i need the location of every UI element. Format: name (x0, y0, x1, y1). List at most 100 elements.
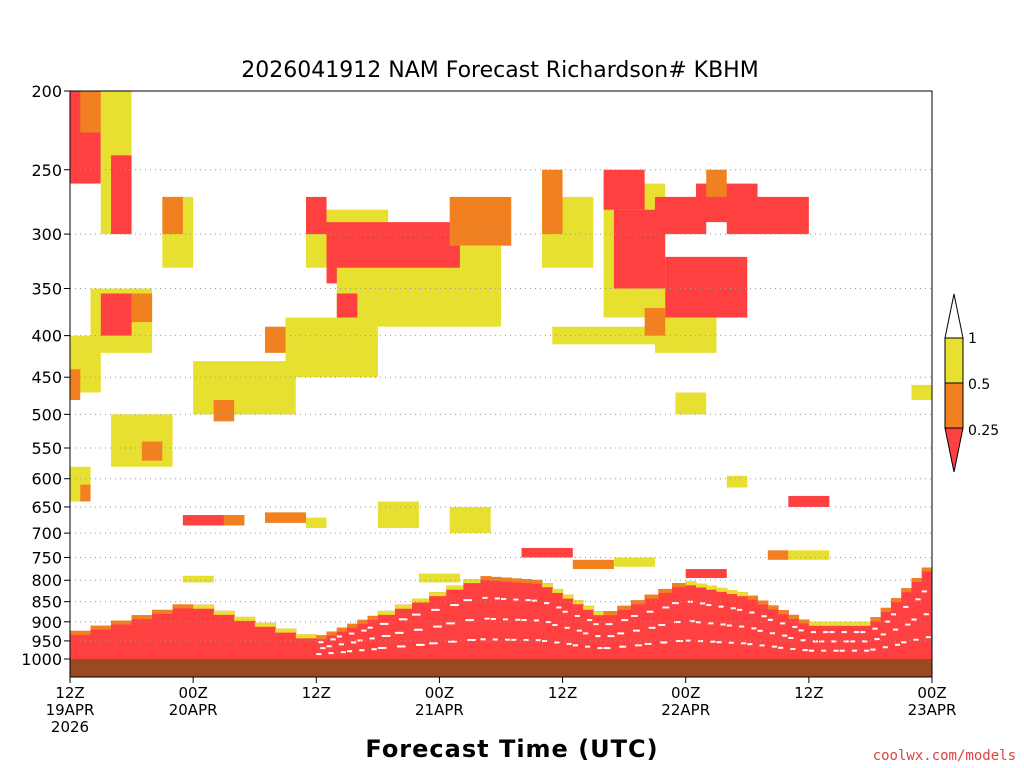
boundary-layer-gap (689, 620, 695, 623)
boundary-layer-gap (562, 610, 568, 613)
boundary-layer-edge (357, 619, 369, 624)
boundary-layer-gap (911, 618, 917, 621)
legend-swatch-0.5-1 (944, 337, 964, 384)
credit-text: coolwx.com/models (873, 748, 1016, 764)
ri-region-orange (264, 512, 307, 523)
boundary-layer-gap (349, 632, 355, 635)
ri-region-yellow (285, 317, 378, 378)
boundary-layer-gap (632, 629, 640, 632)
boundary-layer-edge (552, 588, 564, 593)
boundary-layer-gap (699, 602, 706, 605)
boundary-layer-edge (172, 604, 194, 609)
boundary-layer-gap (730, 607, 736, 610)
boundary-layer-gap (819, 640, 825, 643)
boundary-layer-gap (467, 639, 476, 642)
boundary-layer-gap (901, 641, 907, 644)
boundary-layer-gap (674, 621, 681, 624)
boundary-layer-gap (371, 648, 377, 651)
boundary-layer-gap (326, 645, 332, 648)
boundary-layer-cell (880, 607, 892, 659)
boundary-layer-edge (234, 616, 256, 621)
boundary-layer-edge (839, 621, 851, 626)
boundary-layer-gap (648, 626, 656, 629)
x-tick-label: 21APR (415, 701, 464, 719)
boundary-layer-gap (880, 633, 886, 636)
boundary-layer-edge (630, 600, 646, 605)
boundary-layer-edge (644, 594, 659, 599)
boundary-layer-edge (336, 627, 348, 632)
legend-label: 0.5 (968, 377, 990, 393)
x-tick-label: 22APR (661, 701, 710, 719)
ri-region-orange (80, 91, 101, 133)
boundary-layer-gap (839, 649, 845, 652)
boundary-layer-gap (603, 647, 611, 650)
boundary-layer-gap (359, 649, 365, 652)
boundary-layer-gap (338, 643, 344, 646)
boundary-layer-gap (737, 608, 743, 611)
boundary-layer-gap (585, 645, 591, 648)
ri-region-orange (706, 169, 727, 197)
boundary-layer-edge (501, 577, 512, 582)
boundary-layer-gap (523, 639, 529, 642)
boundary-layer-gap (646, 610, 654, 613)
boundary-layer-gap (542, 640, 548, 643)
boundary-layer-gap (823, 631, 829, 634)
boundary-layer-edge (798, 619, 810, 624)
boundary-layer-edge (367, 615, 379, 620)
boundary-layer-gap (751, 627, 757, 630)
boundary-layer-gap (821, 649, 827, 652)
legend: 1 0.5 0.25 (944, 293, 999, 473)
boundary-layer-cell (152, 609, 174, 659)
y-tick-label: 550 (31, 439, 62, 458)
boundary-layer-gap (515, 618, 521, 621)
boundary-layer-gap (511, 638, 517, 641)
boundary-layer-gap (630, 614, 638, 617)
legend-label: 1 (968, 331, 977, 347)
ri-region-orange (767, 550, 789, 560)
boundary-layer-gap (860, 631, 866, 634)
boundary-layer-gap (658, 623, 666, 626)
boundary-layer-cell (90, 625, 112, 659)
boundary-layer-gap (369, 637, 375, 640)
boundary-layer-edge (808, 621, 820, 626)
boundary-layer-cell (726, 590, 738, 659)
boundary-layer-gap (482, 596, 488, 599)
boundary-layer-edge (870, 617, 882, 622)
boundary-layer-gap (595, 635, 601, 638)
boundary-layer-gap (525, 599, 531, 602)
ri-region-red (603, 169, 645, 210)
boundary-layer-gap (874, 638, 880, 641)
boundary-layer-gap (882, 646, 888, 649)
boundary-layer-cell (630, 600, 646, 659)
boundary-layer-gap (494, 597, 500, 600)
legend-swatch-above-1 (944, 293, 964, 339)
boundary-layer-edge (531, 579, 543, 584)
boundary-layer-cell (172, 604, 194, 659)
boundary-layer-gap (662, 606, 670, 609)
boundary-layer-edge (829, 621, 841, 626)
boundary-layer-gap (728, 641, 734, 644)
ri-region-red (111, 155, 132, 235)
boundary-layer-gap (870, 648, 876, 651)
boundary-layer-gap (318, 641, 324, 644)
boundary-layer-cell (490, 576, 502, 659)
boundary-layer-gap (706, 604, 712, 607)
y-tick-label: 650 (31, 498, 62, 517)
boundary-layer-gap (465, 619, 474, 622)
boundary-layer-edge (617, 605, 632, 610)
ri-region-red (665, 256, 748, 318)
boundary-layer-gap (849, 640, 856, 643)
legend-label: 0.25 (968, 423, 999, 439)
boundary-layer-gap (396, 645, 406, 648)
ri-region-orange (141, 441, 163, 461)
boundary-layer-gap (351, 641, 357, 644)
boundary-layer-gap (412, 613, 421, 616)
boundary-layer-edge (542, 583, 553, 588)
y-tick-label: 950 (31, 632, 62, 651)
boundary-layer-gap (741, 642, 747, 645)
boundary-layer-gap (739, 625, 745, 628)
boundary-layer-gap (841, 631, 847, 634)
plot-frame (69, 90, 933, 678)
x-tick-label: 12Z (794, 684, 823, 702)
